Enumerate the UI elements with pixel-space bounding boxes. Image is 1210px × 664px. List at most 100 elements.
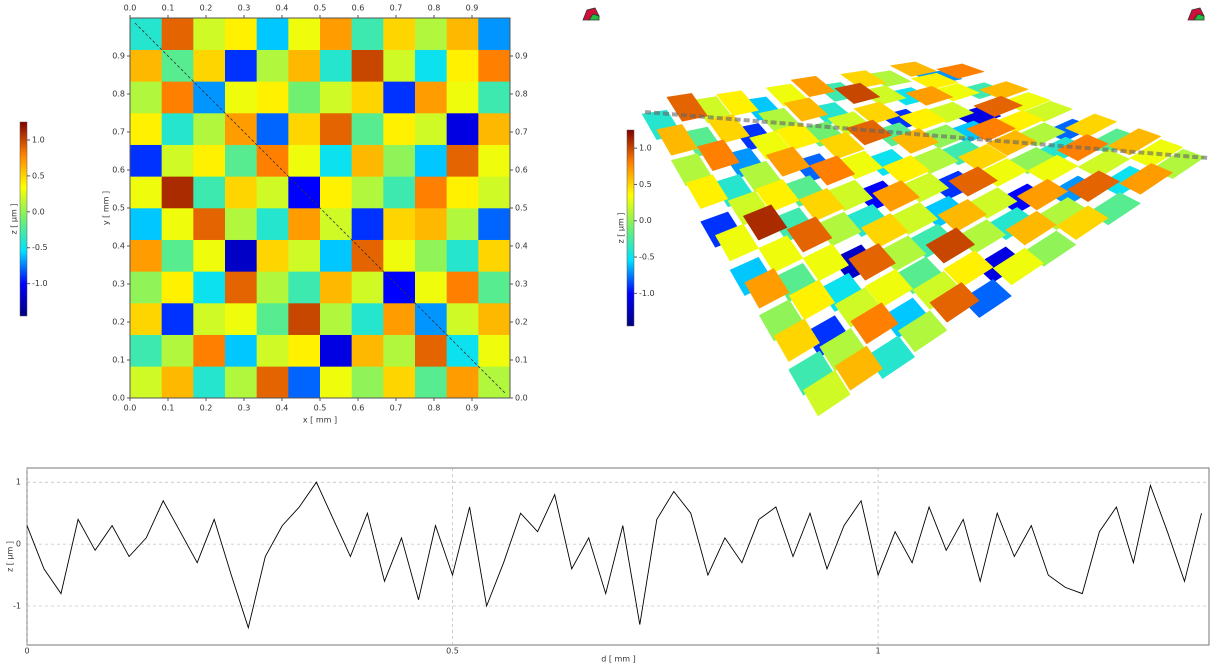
height-cell [478, 18, 511, 50]
surface-cell [1119, 163, 1174, 195]
height-cell [161, 239, 194, 272]
height-cell [383, 239, 416, 272]
x-tick-label: 0.2 [200, 404, 213, 413]
surface-cell [935, 63, 986, 79]
height-cell [161, 334, 194, 367]
height-cell [415, 303, 447, 335]
height-cell [446, 81, 479, 114]
view-icon [1187, 7, 1205, 21]
height-cell [288, 113, 321, 145]
height-cell [161, 271, 194, 304]
surface-cell [848, 243, 896, 281]
height-cell [193, 334, 226, 367]
x-tick-label: 0.5 [314, 404, 327, 413]
height-cell [130, 366, 162, 399]
height-cell [478, 366, 511, 399]
height-cell [383, 144, 416, 177]
x-axis-label: d [ mm ] [601, 655, 636, 664]
height-cell [351, 334, 384, 367]
height-cell [320, 81, 352, 114]
profile-path [644, 110, 1209, 160]
y-tick-label: 0.5 [112, 204, 125, 213]
plot-frame [26, 467, 1210, 646]
height-cell [161, 208, 194, 240]
height-cell [415, 208, 447, 240]
height-cell [130, 208, 162, 240]
surface-cell [937, 198, 988, 233]
height-cell [478, 271, 511, 304]
height-cell [130, 113, 162, 145]
surface-cell [943, 250, 994, 288]
height-cell [383, 208, 416, 240]
height-cell [288, 49, 321, 82]
surface-cell [786, 216, 833, 253]
height-cell [478, 144, 511, 177]
y-tick-label: 1 [16, 478, 21, 487]
surface-cell [853, 101, 901, 125]
surface-cell [957, 143, 1008, 172]
height-cell [446, 18, 479, 50]
height-cell [415, 144, 447, 177]
surface-cell [758, 235, 804, 273]
height-cell [288, 18, 321, 50]
x-tick-label: 0.6 [352, 4, 365, 13]
height-cell [478, 49, 511, 82]
height-cell [130, 81, 162, 114]
colorbar-label: z [ µm ] [10, 204, 19, 235]
surface-cell [872, 180, 921, 212]
height-cell [383, 81, 416, 114]
height-cell [351, 303, 384, 335]
surface-cell [765, 146, 811, 177]
height-cell [225, 18, 257, 50]
height-cell [161, 366, 194, 399]
y-tick-label: 0.1 [515, 356, 528, 365]
height-cell [383, 176, 416, 209]
surface-cell [716, 90, 759, 116]
height-cell [225, 144, 257, 177]
height-cell [225, 113, 257, 145]
y-axis-label: z [ µm ] [6, 541, 15, 572]
surface-cell [897, 310, 948, 353]
height-cell [193, 239, 226, 272]
height-cell [193, 366, 226, 399]
height-cell [288, 208, 321, 240]
x-tick-label: 0.1 [162, 404, 175, 413]
x-tick-label: 0.9 [466, 404, 479, 413]
x-tick-label: 0.8 [428, 404, 441, 413]
height-cell [351, 81, 384, 114]
surface-cell [744, 268, 790, 309]
height-cell [446, 366, 479, 399]
colorbar-tick-label: 0.5 [639, 180, 652, 189]
y-tick-label: 0.3 [515, 280, 528, 289]
surface-cell [860, 213, 909, 248]
surface-cell [929, 282, 980, 323]
colorbar-tick-label: 0.0 [639, 216, 652, 225]
surface-cell [898, 108, 947, 131]
height-cell [161, 18, 194, 50]
height-cell [225, 303, 257, 335]
profile-path [134, 22, 506, 394]
height-cell [130, 49, 162, 82]
height-cell [415, 18, 447, 50]
height-cell [478, 334, 511, 367]
y-tick-label: 0.4 [112, 242, 125, 251]
colorbar-label: z [ µm ] [617, 213, 626, 244]
surface-cell [889, 61, 938, 77]
height-cell [383, 271, 416, 304]
x-tick-label: 0.2 [200, 4, 213, 13]
height-cell [320, 144, 352, 177]
height-cell [193, 113, 226, 145]
height-cell [415, 334, 447, 367]
height-cell [130, 271, 162, 304]
height-cell [288, 239, 321, 272]
y-tick-label: 0.6 [515, 166, 528, 175]
y-tick-label: 0.9 [112, 52, 125, 61]
height-cell [130, 239, 162, 272]
x-tick-label: 0.8 [428, 4, 441, 13]
height-cell [256, 239, 289, 272]
x-tick-label: 0 [24, 647, 29, 656]
height-cell [288, 144, 321, 177]
x-tick-label: 0.9 [466, 4, 479, 13]
height-cell [351, 176, 384, 209]
